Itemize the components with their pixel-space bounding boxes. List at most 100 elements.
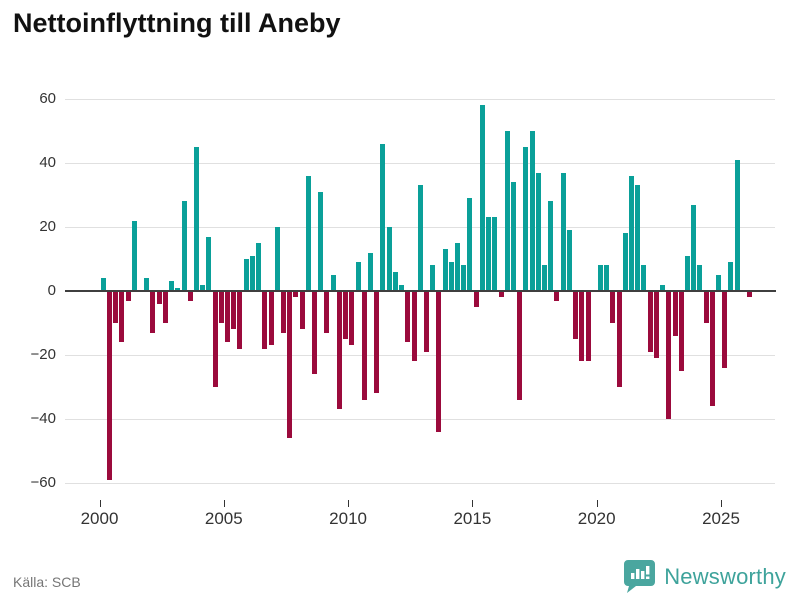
x-axis-label-2005: 2005 (204, 509, 243, 528)
bar-2017-q4 (542, 265, 547, 291)
bar-2013-q3 (436, 291, 442, 432)
x-axis-tick-2010 (348, 500, 350, 507)
bar-2016-q4 (517, 291, 523, 400)
newsworthy-logo-icon (624, 560, 656, 593)
bar-2021-q3 (635, 185, 641, 291)
y-axis-label-−20: −20 (30, 346, 56, 363)
bar-2021-q4 (641, 265, 647, 291)
x-axis-label-2010: 2010 (329, 509, 368, 528)
bar-2013-q4 (442, 249, 448, 291)
y-axis-label-60: 60 (39, 90, 56, 107)
bar-2001-q2 (131, 220, 137, 291)
bar-2023-q4 (691, 204, 697, 291)
bar-2009-q4 (343, 291, 349, 339)
bar-2016-q1 (498, 291, 504, 298)
bar-2024-q4 (716, 275, 721, 291)
bar-2002-q3 (162, 291, 168, 323)
bar-2018-q4 (566, 230, 572, 291)
bar-2014-q4 (467, 198, 473, 291)
bar-2003-q1 (175, 287, 181, 291)
bar-2005-q1 (225, 291, 230, 343)
bar-2013-q1 (423, 291, 429, 352)
bar-2011-q3 (386, 227, 392, 291)
bar-2010-q3 (361, 291, 367, 400)
bar-2007-q2 (280, 291, 286, 333)
bar-2024-q1 (697, 265, 703, 291)
bar-2020-q1 (597, 265, 603, 291)
bar-2005-q3 (237, 291, 243, 349)
bar-2006-q1 (249, 255, 255, 291)
bar-2023-q2 (678, 291, 684, 371)
bar-2005-q2 (231, 291, 237, 330)
newsworthy-logo-text: Newsworthy (664, 563, 786, 589)
bar-2025-q2 (728, 262, 734, 291)
x-axis-tick-2000 (99, 500, 101, 507)
bar-2004-q2 (206, 236, 212, 291)
bar-2013-q2 (430, 265, 436, 291)
bar-2014-q1 (448, 262, 454, 291)
bar-2010-q2 (355, 262, 361, 291)
bar-2012-q1 (399, 284, 404, 291)
bar-2022-q2 (653, 291, 659, 359)
bar-2026-q1 (747, 291, 753, 298)
bar-2007-q3 (287, 291, 293, 439)
zero-line (65, 290, 776, 292)
bar-2024-q2 (703, 291, 709, 323)
bar-2012-q4 (417, 185, 423, 291)
bar-2001-q1 (125, 291, 131, 301)
bar-2003-q4 (193, 147, 199, 291)
bar-2022-q4 (666, 291, 672, 419)
x-axis-label-2020: 2020 (577, 509, 616, 528)
gridline-40 (65, 163, 775, 164)
bar-2022-q1 (647, 291, 653, 352)
bar-2000-q3 (113, 291, 119, 323)
bar-2009-q3 (336, 291, 342, 410)
bar-2016-q3 (510, 182, 516, 291)
bar-2014-q2 (455, 243, 460, 291)
chart-title: Nettoinflyttning till Aneby (13, 8, 341, 38)
bar-2007-q4 (293, 291, 299, 298)
x-axis-tick-2005 (223, 500, 225, 507)
bar-2002-q2 (156, 291, 162, 304)
bar-2023-q1 (672, 291, 678, 336)
bar-2019-q3 (585, 291, 591, 362)
bar-2017-q3 (535, 172, 541, 291)
newsworthy-logo[interactable]: Newsworthy (624, 560, 786, 593)
bar-2006-q3 (262, 291, 268, 349)
bar-2001-q4 (144, 278, 150, 291)
bar-2020-q3 (610, 291, 616, 323)
y-axis-label-20: 20 (39, 218, 56, 235)
bar-2018-q2 (554, 291, 560, 301)
bar-2012-q3 (411, 291, 417, 362)
bar-2017-q2 (529, 131, 535, 291)
bar-2020-q4 (616, 291, 622, 387)
bar-2021-q2 (629, 175, 634, 291)
x-axis-label-2025: 2025 (702, 509, 740, 528)
bar-2015-q2 (479, 105, 485, 291)
bar-2019-q1 (573, 291, 578, 339)
bar-2011-q4 (392, 271, 398, 291)
bar-2008-q3 (312, 291, 317, 375)
bar-2016-q2 (504, 131, 510, 291)
bar-2012-q2 (405, 291, 411, 343)
bar-2011-q2 (380, 143, 386, 291)
bar-2010-q4 (368, 252, 373, 291)
gridline-60 (65, 99, 775, 100)
bar-2011-q1 (374, 291, 380, 394)
bar-2015-q1 (473, 291, 479, 307)
bar-2009-q2 (330, 275, 336, 291)
bar-2003-q3 (187, 291, 193, 301)
bar-2023-q3 (684, 255, 690, 291)
bar-2014-q3 (461, 265, 467, 291)
bar-2018-q1 (548, 201, 554, 291)
bar-2017-q1 (523, 147, 529, 291)
bar-2002-q4 (169, 281, 175, 291)
y-axis-label-−40: −40 (30, 410, 56, 427)
bar-2002-q1 (150, 291, 156, 333)
x-axis-tick-2025 (721, 500, 722, 507)
bar-2021-q1 (622, 233, 628, 291)
bar-2000-q1 (100, 278, 106, 291)
bar-2008-q2 (305, 175, 311, 291)
bar-2006-q2 (256, 243, 262, 291)
bar-2007-q1 (274, 227, 280, 291)
